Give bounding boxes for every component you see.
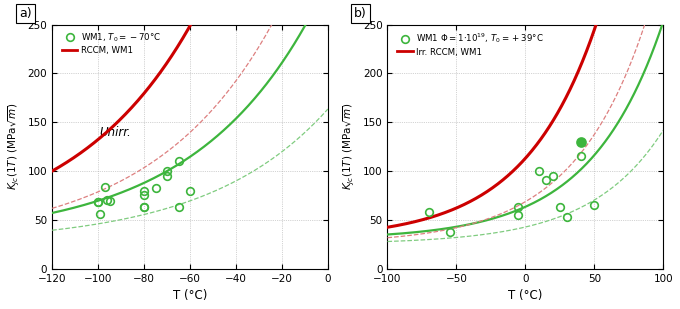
X-axis label: T (°C): T (°C) xyxy=(508,289,543,302)
X-axis label: T (°C): T (°C) xyxy=(173,289,207,302)
Legend: WM1 $\Phi = 1{\cdot}10^{19}$, $T_0 = +39$°C, Irr. RCCM, WM1: WM1 $\Phi = 1{\cdot}10^{19}$, $T_0 = +39… xyxy=(397,32,544,57)
Legend: WM1, $T_0 = -70$°C, RCCM, WM1: WM1, $T_0 = -70$°C, RCCM, WM1 xyxy=(62,32,161,55)
Text: a): a) xyxy=(19,7,32,20)
Y-axis label: $K_{Jc}(1T)$ (MPa$\sqrt{m}$): $K_{Jc}(1T)$ (MPa$\sqrt{m}$) xyxy=(7,103,22,190)
Text: b): b) xyxy=(354,7,367,20)
Text: Unirr.: Unirr. xyxy=(99,125,131,138)
Y-axis label: $K_{Jc}(1T)$ (MPa$\sqrt{m}$): $K_{Jc}(1T)$ (MPa$\sqrt{m}$) xyxy=(342,103,357,190)
